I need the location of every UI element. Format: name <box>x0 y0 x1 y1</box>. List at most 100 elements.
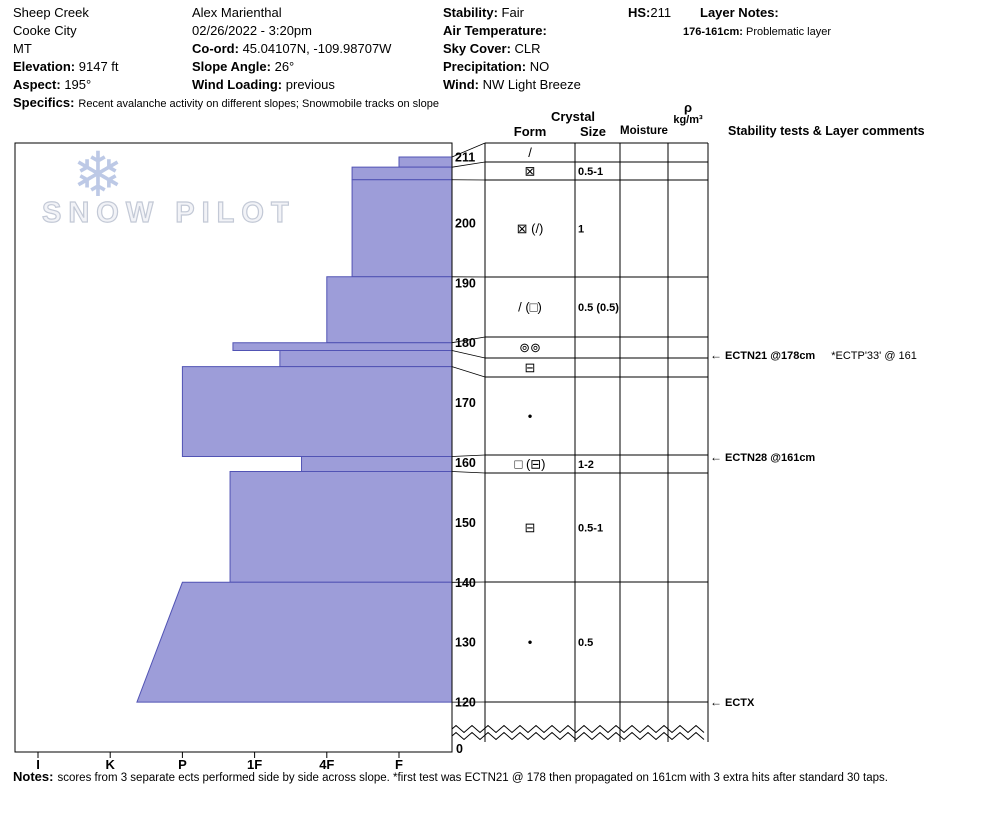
layer-leader-line <box>451 471 486 474</box>
coordinates-row: Co-ord: 45.04107N, -109.98707W <box>192 40 391 58</box>
elevation-label: Elevation: <box>13 59 76 74</box>
depth-axis-label: 180 <box>455 336 476 350</box>
crystal-size-value: 1-2 <box>578 459 594 471</box>
elevation-row: Elevation: 9147 ft <box>13 58 119 76</box>
specifics-label: Specifics: <box>13 95 75 110</box>
test-result-label: ECTN21 @178cm <box>725 349 816 362</box>
crystal-size-value: 1 <box>578 224 584 236</box>
crystal-form-symbol: • <box>528 409 533 424</box>
pit-name: Sheep Creek <box>13 5 89 20</box>
depth-axis-label: 130 <box>455 636 476 650</box>
air-temp-label: Air Temperature: <box>443 23 547 38</box>
crystal-form-symbol: ⊠ <box>525 164 536 179</box>
snowpilot-watermark: SNOW PILOT <box>41 196 296 229</box>
depth-axis-label: 190 <box>455 276 476 290</box>
stability-test-annotation: ← ECTN21 @178cm *ECTP'33' @ 161 <box>710 348 917 362</box>
notes-text: scores from 3 separate ects performed si… <box>57 772 888 784</box>
hardness-axis-label: P <box>178 757 187 772</box>
layer-leader-line <box>451 366 486 378</box>
snow-layer-bar <box>398 156 453 168</box>
depth-axis-label: 150 <box>455 516 476 530</box>
moisture-column-header: Moisture <box>620 125 668 137</box>
sky-cover-value: CLR <box>514 41 541 56</box>
crystal-form-symbol: ⊟ <box>525 360 536 375</box>
crystal-form-symbol: / (□) <box>518 300 542 315</box>
profile-frame <box>14 142 453 753</box>
snowflake-icon: ❄ <box>72 141 124 210</box>
coordinates-label: Co-ord: <box>192 41 239 56</box>
notes-row: Notes: scores from 3 separate ects perfor… <box>13 769 888 784</box>
test-result-label: ECTN28 @161cm <box>725 451 816 464</box>
snow-layer-bar <box>326 276 453 344</box>
precipitation-label: Precipitation: <box>443 59 527 74</box>
density-units-header: kg/m³ <box>673 114 703 126</box>
scale-break-zigzag <box>451 731 705 741</box>
specifics-text: Recent avalanche activity on different s… <box>78 98 439 110</box>
snow-layer-bar <box>351 166 453 181</box>
left-arrow-icon: ← <box>710 695 722 710</box>
pit-state: MT <box>13 41 32 56</box>
pit-city: Cooke City <box>13 23 77 38</box>
hardness-axis-label: 4F <box>319 757 334 772</box>
hs-row: HS:211 <box>628 4 671 22</box>
snow-layer-bar <box>351 179 453 278</box>
crystal-size-value: 0.5-1 <box>578 166 603 178</box>
depth-axis-label: 211 <box>455 151 475 165</box>
hs-label: HS: <box>628 5 651 20</box>
snow-layer-bar <box>232 342 453 351</box>
sky-cover-label: Sky Cover: <box>443 41 511 56</box>
crystal-column-header: Crystal <box>550 109 596 124</box>
stability-value: Fair <box>501 5 524 20</box>
layer-leader-line <box>451 454 486 457</box>
sky-cover-row: Sky Cover: CLR <box>443 40 581 58</box>
density-column-header: ρ <box>683 100 693 115</box>
layer-notes-block: Layer Notes: <box>700 4 779 22</box>
crystal-size-value: 0.5 <box>578 637 593 649</box>
hardness-axis-label: K <box>106 757 116 772</box>
snow-layer-bar <box>279 349 453 368</box>
snow-layer-bar <box>136 581 453 703</box>
crystal-form-symbol: ⊠ (/) <box>517 221 544 236</box>
wind-loading-label: Wind Loading: <box>192 77 283 92</box>
snow-layer-bar <box>181 366 453 457</box>
precipitation-row: Precipitation: NO <box>443 58 581 76</box>
depth-axis-label: 140 <box>455 576 476 590</box>
left-arrow-icon: ← <box>710 347 722 362</box>
stability-test-annotation: ← ECTX <box>710 695 754 709</box>
notes-label: Notes: <box>13 769 54 784</box>
test-result-extra: *ECTP'33' @ 161 <box>831 349 917 362</box>
layer-leader-line <box>451 336 486 344</box>
crystal-size-value: 0.5-1 <box>578 523 603 535</box>
stability-row: Stability: Fair <box>443 4 581 22</box>
depth-axis-label: 170 <box>455 396 476 410</box>
crystal-size-value: 0.5 (0.5) <box>578 302 619 314</box>
slope-angle-row: Slope Angle: 26° <box>192 58 391 76</box>
wind-loading-value: previous <box>285 77 335 92</box>
hardness-axis-label: 1F <box>247 757 262 772</box>
scale-break-zigzag <box>451 724 705 734</box>
aspect-label: Aspect: <box>13 77 61 92</box>
header-location-block: Sheep Creek Cooke City MT Elevation: 914… <box>13 4 119 94</box>
size-column-header: Size <box>579 124 606 139</box>
crystal-form-symbol: • <box>528 635 533 650</box>
hs-value: 211 <box>650 5 672 20</box>
depth-axis-label: 200 <box>455 216 476 230</box>
wind-value: NW Light Breeze <box>482 77 581 92</box>
crystal-form-symbol: □ (⊟) <box>514 457 545 472</box>
stability-test-annotation: ← ECTN28 @161cm <box>710 450 815 464</box>
left-arrow-icon: ← <box>710 449 722 464</box>
depth-axis-zero-label: 0 <box>456 742 463 756</box>
specifics-row: Specifics: Recent avalanche activity on d… <box>13 95 439 110</box>
layer-leader-line <box>451 142 486 158</box>
snow-layer-bar <box>301 456 453 472</box>
slope-angle-value: 26° <box>274 59 295 74</box>
air-temp-row: Air Temperature: <box>443 22 581 40</box>
hardness-axis-label: I <box>36 757 40 772</box>
test-result-label: ECTX <box>725 697 755 710</box>
coordinates-value: 45.04107N, -109.98707W <box>242 41 392 56</box>
layer-note-text: Problematic layer <box>746 26 831 38</box>
elevation-value: 9147 ft <box>78 59 119 74</box>
depth-axis-label: 120 <box>455 696 476 710</box>
